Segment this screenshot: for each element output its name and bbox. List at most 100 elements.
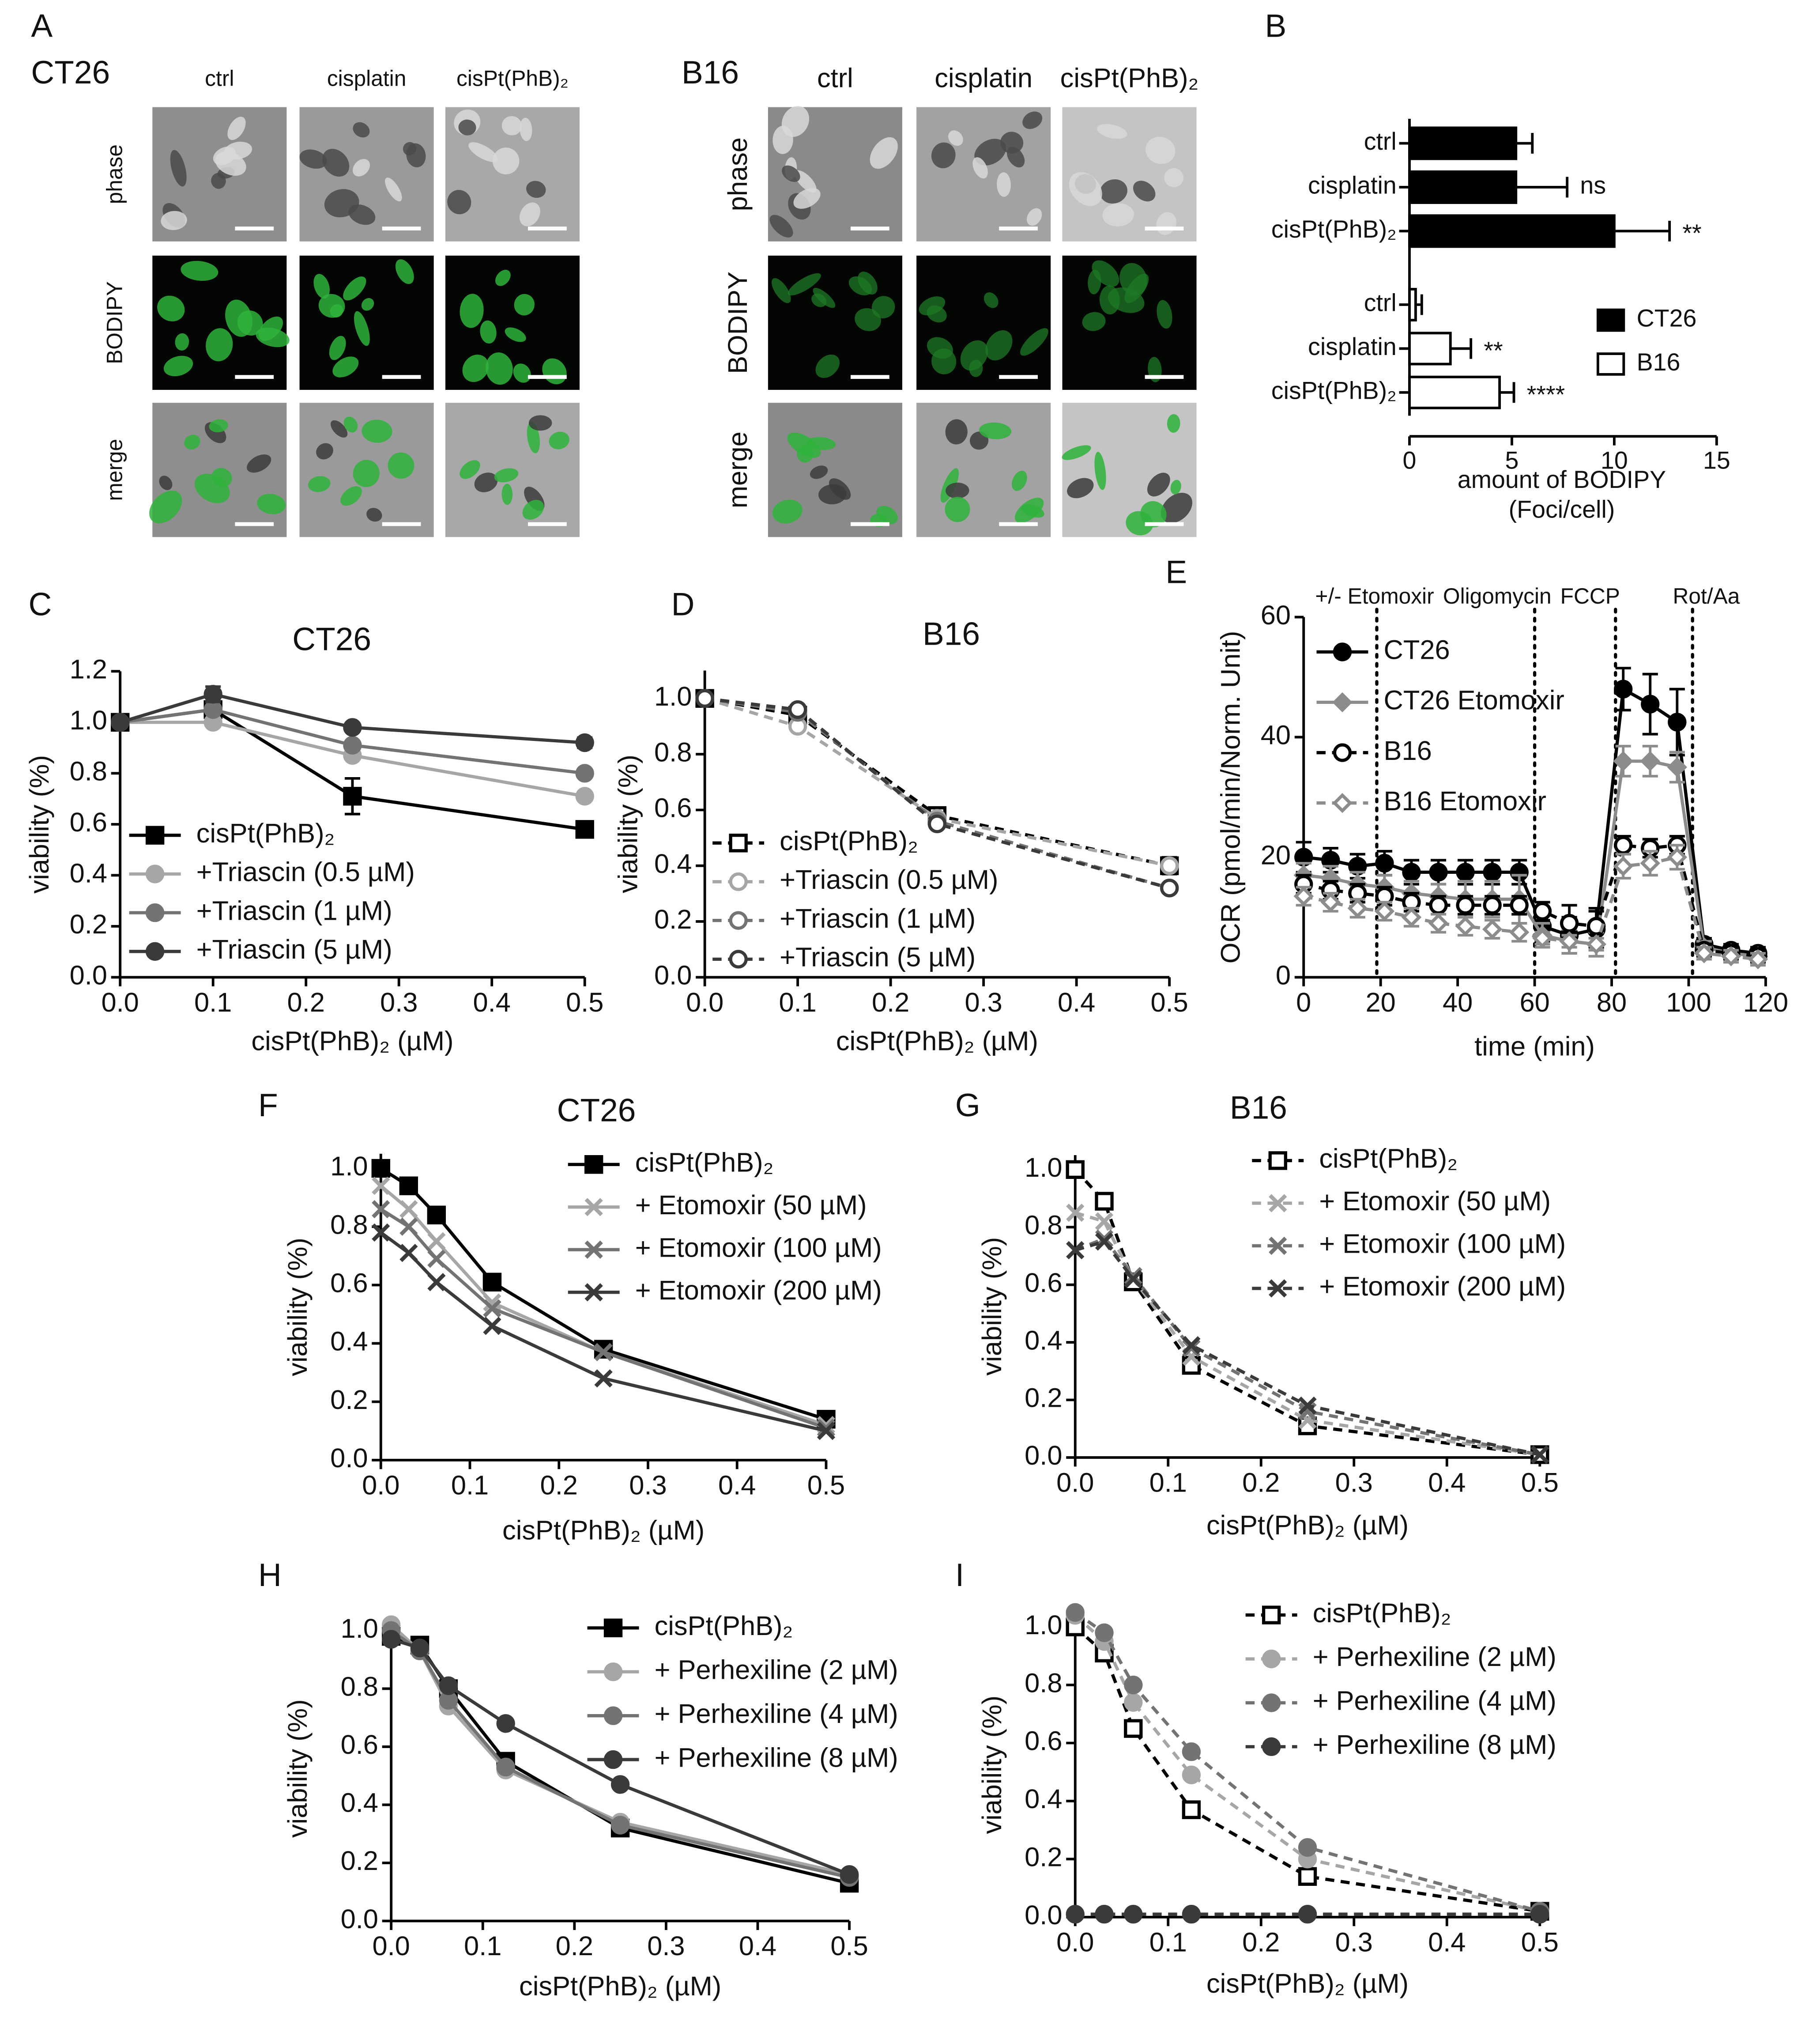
x-tick-label: 60 (1519, 987, 1549, 1018)
cell (348, 204, 376, 225)
legend-label: + Etomoxir (200 µM) (1319, 1271, 1566, 1302)
y-tick-label: 1.0 (330, 1151, 368, 1182)
cell (1147, 472, 1170, 497)
y-tick-label: 0.6 (341, 1730, 378, 1760)
y-tick-label: cisPt(PhB)₂ (1271, 377, 1397, 404)
marker (1401, 907, 1422, 928)
x-tick-label: 15 (1703, 446, 1730, 474)
cell (388, 452, 414, 479)
x-tick-label: 0.4 (1428, 1927, 1466, 1957)
cell (520, 117, 532, 141)
cell (549, 431, 569, 449)
marker (1095, 1212, 1114, 1231)
x-tick-label: 0.4 (718, 1470, 756, 1500)
cell (974, 139, 1006, 166)
cell (522, 499, 544, 520)
marker (399, 1217, 418, 1236)
cell (366, 508, 382, 522)
x-tick-label: 0.4 (473, 987, 511, 1018)
x-tick-label: 100 (1666, 987, 1711, 1018)
marker (1560, 914, 1579, 933)
y-tick-label: cisplatin (1308, 172, 1397, 199)
cell (343, 416, 358, 433)
cell (931, 348, 957, 374)
cell (815, 354, 840, 378)
significance: ** (1484, 337, 1503, 364)
y-tick-label: 0.4 (1025, 1784, 1062, 1814)
cell (505, 327, 526, 342)
x-tick-label: 0.5 (830, 1931, 868, 1961)
legend-label: + Perhexiline (2 µM) (655, 1654, 898, 1685)
cell (1097, 124, 1127, 139)
x-tick-label: 0.5 (807, 1470, 845, 1500)
cell (1102, 203, 1134, 227)
legend-label: + Etomoxir (50 µM) (1319, 1186, 1551, 1216)
x-tick-label: 0.0 (1056, 1927, 1094, 1957)
marker (1456, 863, 1475, 882)
y-tick-label: 0.6 (70, 807, 107, 838)
cell (149, 491, 182, 524)
cell (1012, 471, 1027, 491)
cell (1146, 136, 1176, 164)
y-tick-label: 1.0 (654, 681, 692, 712)
row-label: merge (102, 439, 127, 501)
legend-marker (729, 911, 748, 930)
marker (817, 1422, 836, 1440)
marker (1298, 1396, 1317, 1415)
column-label: cisPt(PhB)₂ (1060, 63, 1199, 93)
marker (1095, 1905, 1114, 1924)
marker (1182, 1765, 1201, 1784)
marker (610, 1816, 630, 1835)
marker (1182, 1339, 1201, 1357)
marker (1124, 1719, 1143, 1738)
cell (206, 328, 233, 362)
y-axis-label: viability (%) (24, 755, 55, 894)
cell (782, 165, 800, 182)
cell (330, 304, 343, 317)
legend-label: +Triascin (5 µM) (780, 942, 976, 973)
legend-label: B16 Etomoxir (1384, 786, 1546, 816)
x-tick-label: 0.1 (194, 987, 232, 1018)
y-tick-label: 0.4 (654, 849, 692, 879)
marker (1748, 949, 1768, 970)
marker (1694, 943, 1714, 963)
marker (203, 700, 222, 719)
y-tick-label: 0.6 (1025, 1726, 1062, 1756)
cell (494, 468, 519, 483)
marker (343, 787, 362, 806)
y-tick-label: 0.8 (341, 1672, 378, 1702)
marker (1160, 856, 1179, 875)
series-line (1074, 1211, 1540, 1457)
cell (772, 499, 803, 524)
cell (1161, 493, 1193, 523)
marker (1614, 680, 1633, 699)
column-label: cisplatin (934, 63, 1032, 93)
cell (772, 125, 793, 154)
x-tick-label: 0.5 (1521, 1927, 1559, 1957)
marker (1559, 931, 1579, 952)
y-tick-label: 1.0 (1025, 1610, 1062, 1640)
cell (460, 294, 484, 328)
marker (1640, 751, 1660, 771)
cell (354, 311, 370, 346)
marker (1066, 1905, 1085, 1924)
marker (399, 1200, 418, 1219)
series-line (1074, 1236, 1540, 1456)
x-axis-label: cisPt(PhB)₂ (µM) (1206, 1968, 1409, 1999)
legend-swatch (1596, 352, 1625, 376)
marker (1182, 1905, 1201, 1924)
y-tick-label: 60 (1261, 600, 1291, 631)
legend-label: + Perhexiline (4 µM) (655, 1699, 898, 1729)
legend-marker (729, 872, 748, 891)
x-tick-label: 0.0 (686, 987, 723, 1018)
panel-letter: G (955, 1088, 980, 1123)
legend-label: cisPt(PhB)₂ (635, 1147, 774, 1178)
bar (1408, 287, 1417, 322)
cell (353, 122, 370, 138)
y-tick-label: 0.6 (1025, 1268, 1062, 1298)
cell (1094, 452, 1106, 490)
marker (439, 1676, 458, 1696)
cell (513, 363, 531, 383)
column-label: cisPt(PhB)₂ (456, 66, 569, 91)
marker (1667, 757, 1688, 778)
